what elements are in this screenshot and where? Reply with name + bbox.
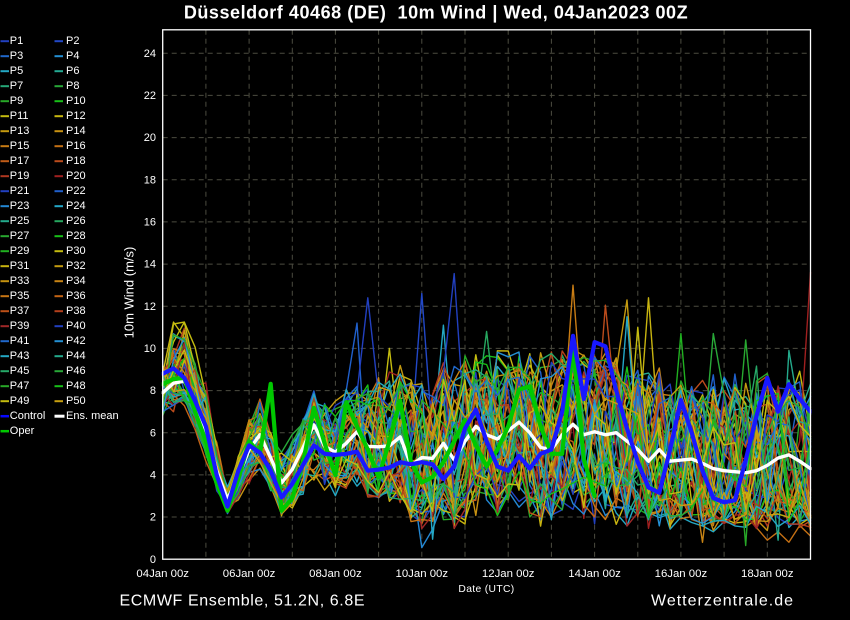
svg-text:P16: P16	[66, 140, 86, 152]
svg-text:P41: P41	[10, 335, 30, 347]
svg-text:P13: P13	[10, 125, 30, 137]
svg-text:0: 0	[150, 554, 156, 566]
svg-text:18: 18	[144, 174, 156, 186]
svg-text:P31: P31	[10, 260, 30, 272]
svg-text:P33: P33	[10, 275, 30, 287]
svg-text:06Jan 00z: 06Jan 00z	[223, 568, 276, 580]
svg-text:14Jan 00z: 14Jan 00z	[568, 568, 621, 580]
svg-text:16: 16	[144, 217, 156, 229]
svg-text:8: 8	[150, 385, 156, 397]
svg-text:P35: P35	[10, 290, 30, 302]
svg-text:P2: P2	[66, 35, 79, 47]
svg-text:16Jan 00z: 16Jan 00z	[655, 568, 708, 580]
svg-text:P32: P32	[66, 260, 86, 272]
svg-text:P49: P49	[10, 395, 30, 407]
svg-text:Control: Control	[10, 410, 45, 422]
svg-text:P23: P23	[10, 200, 30, 212]
svg-text:P21: P21	[10, 185, 30, 197]
svg-text:P8: P8	[66, 80, 79, 92]
svg-text:P22: P22	[66, 185, 86, 197]
svg-text:P40: P40	[66, 320, 86, 332]
svg-text:P46: P46	[66, 365, 86, 377]
svg-text:P50: P50	[66, 395, 86, 407]
svg-text:10m Wind (m/s): 10m Wind (m/s)	[122, 247, 137, 339]
svg-text:P36: P36	[66, 290, 86, 302]
svg-text:P30: P30	[66, 245, 86, 257]
svg-text:P26: P26	[66, 215, 86, 227]
svg-text:P17: P17	[10, 155, 30, 167]
svg-text:P24: P24	[66, 200, 86, 212]
svg-text:P42: P42	[66, 335, 86, 347]
svg-text:P18: P18	[66, 155, 86, 167]
svg-text:4: 4	[150, 470, 156, 482]
svg-text:P28: P28	[66, 230, 86, 242]
svg-text:12: 12	[144, 301, 156, 313]
svg-text:24: 24	[144, 48, 156, 60]
svg-text:P45: P45	[10, 365, 30, 377]
svg-text:Düsseldorf 40468 (DE) 10m Win: Düsseldorf 40468 (DE) 10m Wind | Wed, 04…	[184, 2, 688, 22]
svg-text:P15: P15	[10, 140, 30, 152]
svg-text:P34: P34	[66, 275, 86, 287]
svg-text:12Jan 00z: 12Jan 00z	[482, 568, 535, 580]
svg-text:P7: P7	[10, 80, 23, 92]
svg-text:P1: P1	[10, 35, 23, 47]
svg-text:P19: P19	[10, 170, 30, 182]
svg-text:10: 10	[144, 343, 156, 355]
svg-text:ECMWF Ensemble, 51.2N, 6.8E: ECMWF Ensemble, 51.2N, 6.8E	[120, 593, 366, 610]
svg-text:P37: P37	[10, 305, 30, 317]
svg-text:P43: P43	[10, 350, 30, 362]
svg-text:P47: P47	[10, 380, 30, 392]
svg-text:20: 20	[144, 132, 156, 144]
svg-text:2: 2	[150, 512, 156, 524]
svg-text:6: 6	[150, 427, 156, 439]
svg-text:P4: P4	[66, 50, 79, 62]
svg-text:P38: P38	[66, 305, 86, 317]
svg-text:P12: P12	[66, 110, 86, 122]
svg-text:P44: P44	[66, 350, 86, 362]
svg-text:Date (UTC): Date (UTC)	[458, 584, 514, 595]
svg-text:P14: P14	[66, 125, 86, 137]
svg-text:P9: P9	[10, 95, 23, 107]
svg-text:14: 14	[144, 259, 156, 271]
svg-text:Wetterzentrale.de: Wetterzentrale.de	[651, 593, 794, 610]
svg-text:P27: P27	[10, 230, 30, 242]
svg-text:P39: P39	[10, 320, 30, 332]
svg-text:10Jan 00z: 10Jan 00z	[396, 568, 449, 580]
svg-text:P5: P5	[10, 65, 23, 77]
svg-text:18Jan 00z: 18Jan 00z	[741, 568, 794, 580]
svg-text:P20: P20	[66, 170, 86, 182]
svg-text:Ens. mean: Ens. mean	[66, 410, 119, 422]
svg-text:P48: P48	[66, 380, 86, 392]
svg-text:P10: P10	[66, 95, 86, 107]
svg-text:22: 22	[144, 90, 156, 102]
svg-text:04Jan 00z: 04Jan 00z	[136, 568, 189, 580]
svg-text:P25: P25	[10, 215, 30, 227]
svg-text:Oper: Oper	[10, 425, 35, 437]
svg-text:P6: P6	[66, 65, 79, 77]
svg-text:P11: P11	[10, 110, 29, 122]
svg-text:P29: P29	[10, 245, 30, 257]
svg-text:P3: P3	[10, 50, 23, 62]
svg-text:08Jan 00z: 08Jan 00z	[309, 568, 362, 580]
